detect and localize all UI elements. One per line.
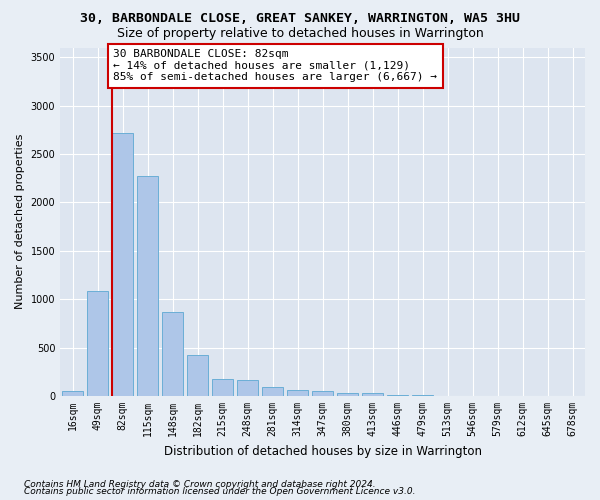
Text: 30, BARBONDALE CLOSE, GREAT SANKEY, WARRINGTON, WA5 3HU: 30, BARBONDALE CLOSE, GREAT SANKEY, WARR…	[80, 12, 520, 26]
Bar	[62, 391, 83, 396]
Text: Contains HM Land Registry data © Crown copyright and database right 2024.: Contains HM Land Registry data © Crown c…	[24, 480, 376, 489]
Bar	[387, 394, 408, 396]
Y-axis label: Number of detached properties: Number of detached properties	[15, 134, 25, 310]
Bar	[162, 312, 183, 396]
Text: Contains public sector information licensed under the Open Government Licence v3: Contains public sector information licen…	[24, 487, 415, 496]
Bar	[312, 390, 333, 396]
Bar	[112, 132, 133, 396]
Bar	[237, 380, 258, 396]
Bar	[287, 390, 308, 396]
Bar	[412, 394, 433, 396]
X-axis label: Distribution of detached houses by size in Warrington: Distribution of detached houses by size …	[164, 444, 482, 458]
Bar	[87, 290, 108, 396]
Bar	[362, 393, 383, 396]
Bar	[262, 388, 283, 396]
Bar	[137, 176, 158, 396]
Text: 30 BARBONDALE CLOSE: 82sqm
← 14% of detached houses are smaller (1,129)
85% of s: 30 BARBONDALE CLOSE: 82sqm ← 14% of deta…	[113, 49, 437, 82]
Bar	[212, 379, 233, 396]
Bar	[187, 356, 208, 396]
Bar	[337, 392, 358, 396]
Text: Size of property relative to detached houses in Warrington: Size of property relative to detached ho…	[116, 28, 484, 40]
